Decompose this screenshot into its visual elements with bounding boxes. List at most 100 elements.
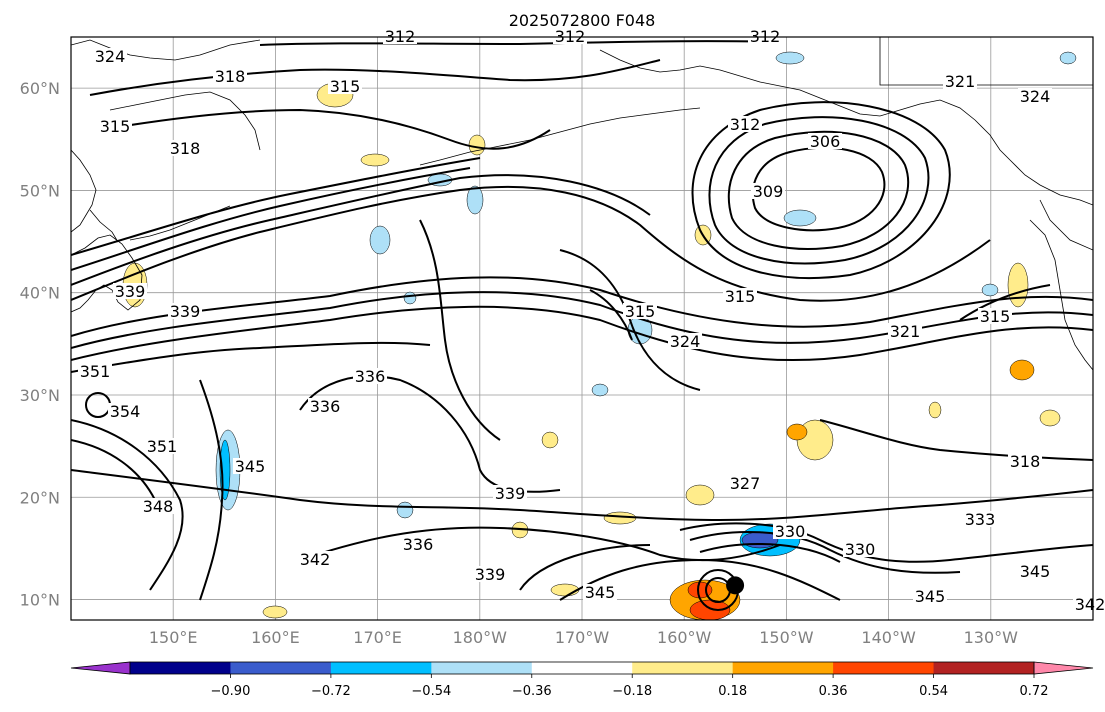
svg-text:336: 336 [355, 367, 386, 386]
svg-text:345: 345 [915, 587, 946, 606]
contour-label: 315 [328, 77, 362, 96]
colorbar-tick-label: −0.36 [512, 684, 552, 699]
contour-label: 351 [145, 437, 179, 456]
contour-label: 312 [553, 27, 587, 46]
svg-text:336: 336 [310, 397, 341, 416]
colorbar-tick-label: −0.72 [311, 684, 351, 699]
svg-text:330: 330 [775, 522, 806, 541]
lon-tick-label: 160°E [251, 628, 300, 647]
lat-tick-label: 10°N [20, 591, 60, 610]
svg-text:306: 306 [810, 132, 841, 151]
colorbar-tick-label: −0.90 [211, 684, 251, 699]
contour-label: 345 [913, 587, 947, 606]
contour-label: 318 [1008, 452, 1042, 471]
contour-label: 315 [98, 117, 132, 136]
contour-label: 339 [113, 282, 147, 301]
contour-label: 342 [1073, 595, 1105, 614]
shaded-cell [591, 383, 609, 397]
shaded-cell [550, 583, 580, 597]
contour-label: 315 [623, 302, 657, 321]
svg-text:354: 354 [110, 402, 141, 421]
shaded-cell [1059, 51, 1077, 65]
shaded-cell [1039, 409, 1061, 427]
height-contours [71, 40, 1093, 611]
shaded-cell [928, 401, 942, 419]
lon-tick-label: 160°W [657, 628, 712, 647]
svg-text:345: 345 [235, 457, 266, 476]
svg-text:318: 318 [170, 139, 201, 158]
shaded-cell [262, 605, 288, 619]
contour-label: 348 [141, 497, 175, 516]
contour-label: 336 [353, 367, 387, 386]
shaded-cell [396, 501, 414, 519]
colorbar-tick-label: 0.54 [919, 684, 948, 699]
svg-text:342: 342 [1075, 595, 1105, 614]
lat-tick-label: 60°N [20, 79, 60, 98]
colorbar-extend-high [1033, 661, 1094, 675]
colorbar-swatch [330, 662, 432, 674]
svg-text:315: 315 [100, 117, 131, 136]
shaded-cell [466, 185, 484, 215]
svg-text:339: 339 [170, 302, 201, 321]
contour-label: 318 [213, 67, 247, 86]
lat-tick-label: 40°N [20, 284, 60, 303]
lon-tick-label: 140°W [861, 628, 916, 647]
contour-label: 345 [1018, 562, 1052, 581]
lat-tick-label: 30°N [20, 386, 60, 405]
colorbar-tick-labels: −0.90 −0.72 −0.54 −0.36 −0.18 0.18 0.36 0.54 0.7… [211, 684, 1049, 699]
shaded-cell [603, 511, 637, 525]
colorbar [70, 661, 1094, 678]
colorbar-swatch [732, 662, 834, 674]
latitude-labels: 60°N 50°N 40°N 30°N 20°N 10°N [20, 79, 60, 609]
lon-tick-label: 150°E [149, 628, 198, 647]
graticule [71, 37, 1093, 620]
colorbar-tick-label: 0.18 [718, 684, 747, 699]
svg-text:345: 345 [1020, 562, 1051, 581]
svg-text:309: 309 [753, 182, 784, 201]
colorbar-swatch [632, 662, 734, 674]
colorbar-swatch [230, 662, 332, 674]
shaded-cell [369, 225, 391, 255]
colorbar-swatch [933, 662, 1035, 674]
contour-label: 351 [78, 362, 112, 381]
contour-label: 309 [751, 182, 785, 201]
contour-label: 327 [728, 474, 762, 493]
svg-text:351: 351 [147, 437, 178, 456]
svg-text:351: 351 [80, 362, 111, 381]
contour-label: 339 [168, 302, 202, 321]
lon-tick-label: 170°W [555, 628, 610, 647]
longitude-labels: 150°E 160°E 170°E 180°W 170°W 160°W 150°W 140°W… [149, 628, 1018, 647]
svg-text:321: 321 [945, 72, 976, 91]
contour-label: 330 [843, 540, 877, 559]
svg-text:324: 324 [95, 47, 126, 66]
contour-label: 321 [888, 322, 922, 341]
contour-label: 315 [723, 287, 757, 306]
colorbar-extend-low [70, 661, 131, 675]
lon-tick-label: 150°W [759, 628, 814, 647]
svg-text:333: 333 [965, 510, 996, 529]
colorbar-tick-label: 0.72 [1020, 684, 1049, 699]
colorbar-swatch [531, 662, 633, 674]
contour-label: 312 [728, 115, 762, 134]
svg-text:315: 315 [625, 302, 656, 321]
contour-label: 336 [308, 397, 342, 416]
contour-label: 321 [943, 72, 977, 91]
lat-tick-label: 20°N [20, 488, 60, 507]
contour-label: 339 [473, 565, 507, 584]
shaded-cell [403, 291, 417, 305]
shaded-cell [360, 153, 390, 167]
lon-tick-label: 170°E [353, 628, 402, 647]
shaded-cell [741, 531, 779, 549]
map-frame [70, 36, 1094, 621]
contour-label: 324 [1018, 87, 1052, 106]
svg-text:318: 318 [215, 67, 246, 86]
svg-text:342: 342 [300, 550, 331, 569]
svg-text:348: 348 [143, 497, 174, 516]
svg-text:330: 330 [845, 540, 876, 559]
contour-label: 336 [401, 535, 435, 554]
svg-text:315: 315 [330, 77, 361, 96]
svg-text:321: 321 [890, 322, 921, 341]
contour-label: 306 [808, 132, 842, 151]
